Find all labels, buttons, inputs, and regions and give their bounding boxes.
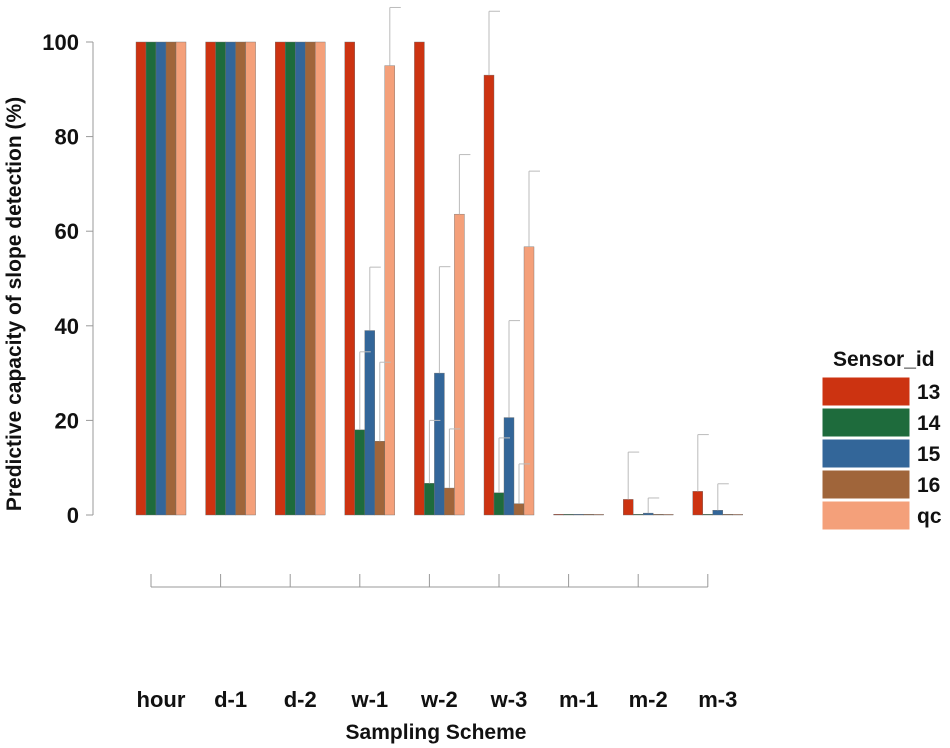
- bar-m-1-15: [573, 514, 584, 516]
- bar-w-2-13: [414, 41, 425, 516]
- legend-label-14: 14: [917, 412, 941, 435]
- x-tick-label: m-2: [629, 687, 668, 712]
- bar-m-2-13: [623, 499, 634, 516]
- bar-d-2-14: [285, 41, 296, 516]
- x-tick-label: w-2: [420, 687, 458, 712]
- x-tick-label: d-1: [214, 687, 247, 712]
- y-axis: 0 20 40 60 80 100: [42, 30, 94, 528]
- error-bars: [359, 6, 729, 514]
- bar-hour-qc: [175, 41, 187, 516]
- y-tick-label: 40: [55, 314, 79, 339]
- bars: [135, 41, 743, 516]
- bar-m-2-14: [633, 514, 644, 516]
- y-tick-label: 80: [55, 125, 79, 150]
- bar-m-1-14: [563, 514, 574, 516]
- bar-m-3-qc: [732, 514, 743, 516]
- bar-w-1-16: [374, 441, 385, 516]
- bar-m-2-15: [643, 512, 654, 516]
- bar-m-3-14: [702, 514, 713, 516]
- legend-label-16: 16: [917, 474, 940, 497]
- x-tick-label: m-1: [559, 687, 598, 712]
- bar-w-3-qc: [523, 246, 535, 516]
- bar-w-3-14: [493, 492, 505, 516]
- bar-d-2-qc: [315, 41, 326, 516]
- legend-key-13: [821, 376, 911, 407]
- legend-label-qc: qc: [917, 505, 942, 528]
- bar-m-1-16: [583, 514, 594, 516]
- bar-hour-13: [135, 41, 147, 516]
- x-tick-label: w-1: [350, 687, 388, 712]
- legend-key-qc: [821, 500, 911, 531]
- bar-hour-15: [155, 41, 167, 516]
- bar-w-2-14: [424, 483, 435, 516]
- x-tick-label: w-3: [490, 687, 528, 712]
- legend-key-15: [821, 438, 911, 469]
- legend: Sensor_id 13 14 15 16 qc: [821, 348, 942, 531]
- y-tick-label: 100: [42, 30, 79, 55]
- y-tick-label: 60: [55, 219, 79, 244]
- bar-d-2-15: [295, 41, 306, 516]
- bar-w-1-qc: [384, 65, 395, 516]
- legend-key-16: [821, 469, 911, 500]
- bar-d-1-15: [225, 41, 236, 516]
- x-tick-label: d-2: [284, 687, 317, 712]
- bar-d-2-16: [305, 41, 316, 516]
- y-tick-label: 0: [67, 503, 79, 528]
- bar-w-2-15: [434, 372, 445, 516]
- x-tick-label: m-3: [698, 687, 737, 712]
- bar-m-2-16: [653, 514, 664, 516]
- bar-w-2-16: [444, 487, 455, 516]
- x-axis-title: Sampling Scheme: [346, 721, 527, 744]
- bar-w-1-15: [364, 330, 375, 516]
- bar-d-1-16: [235, 41, 246, 516]
- bar-w-3-13: [483, 74, 495, 516]
- bar-d-1-13: [205, 41, 216, 516]
- bar-m-3-13: [692, 491, 703, 516]
- bar-m-3-15: [712, 510, 723, 516]
- bar-w-3-16: [513, 503, 525, 516]
- x-tick-label: hour: [137, 687, 186, 712]
- legend-title: Sensor_id: [833, 348, 935, 371]
- bar-m-1-13: [553, 514, 564, 516]
- bar-w-3-15: [503, 417, 515, 516]
- bar-hour-16: [165, 41, 177, 516]
- bar-d-1-qc: [245, 41, 256, 516]
- bar-d-1-14: [215, 41, 226, 516]
- legend-label-15: 15: [917, 443, 941, 466]
- bar-hour-14: [145, 41, 157, 516]
- bar-w-1-13: [344, 41, 355, 516]
- bar-w-1-14: [354, 429, 365, 516]
- x-axis: hour d-1 d-2 w-1 w-2 w-3 m-1 m-2 m-3: [137, 574, 737, 712]
- bar-w-2-qc: [454, 213, 465, 516]
- legend-label-13: 13: [917, 381, 940, 404]
- bar-d-2-13: [275, 41, 286, 516]
- bar-m-3-16: [722, 514, 733, 516]
- bar-m-1-qc: [593, 514, 604, 516]
- y-axis-title: Predictive capacity of slope detection (…: [3, 97, 26, 511]
- legend-key-14: [821, 407, 911, 438]
- y-tick-label: 20: [55, 408, 79, 433]
- bar-m-2-qc: [663, 514, 674, 516]
